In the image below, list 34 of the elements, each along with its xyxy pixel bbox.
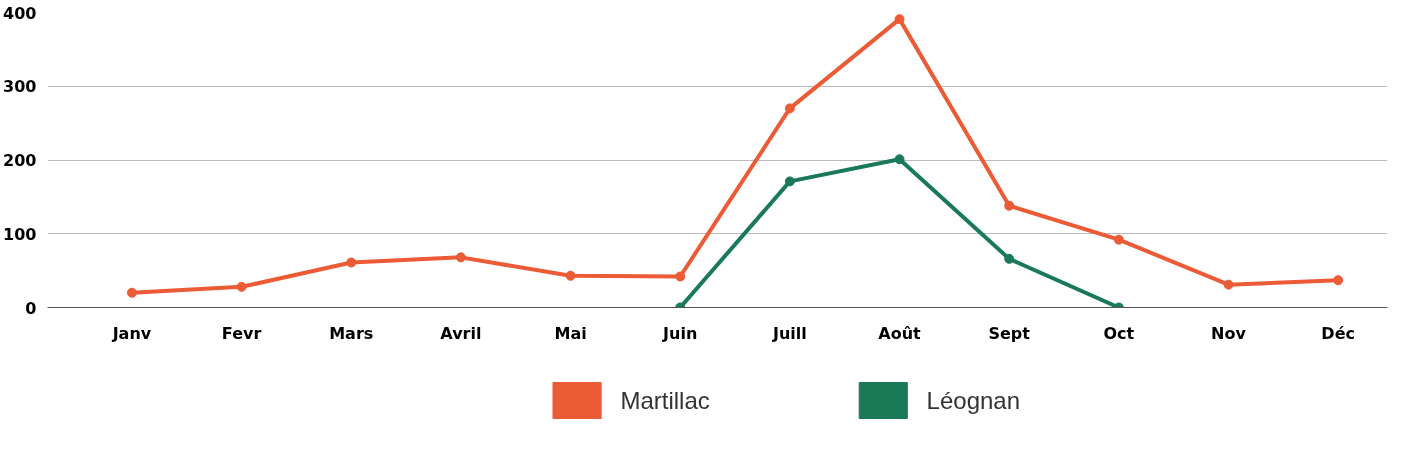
y-tick-label: 0 [25, 298, 37, 318]
legend-label: Léognan [926, 387, 1021, 414]
x-tick-label: Juin [662, 323, 698, 343]
x-tick-label: Mai [554, 323, 587, 343]
point [675, 271, 686, 282]
point [784, 103, 795, 114]
y-tick-label: 100 [3, 224, 37, 244]
point [894, 14, 905, 25]
point [455, 252, 466, 263]
x-tick-label: Janv [111, 323, 152, 343]
x-tick-label: Oct [1103, 323, 1135, 343]
point [894, 154, 905, 165]
x-tick-label: Juill [771, 323, 807, 343]
point [126, 287, 137, 298]
x-tick-label: Mars [329, 323, 374, 343]
point [236, 281, 247, 292]
x-tick-label: Fevr [221, 323, 262, 343]
x-tick-label: Nov [1211, 323, 1247, 343]
y-tick-label: 400 [3, 3, 37, 23]
x-tick-label: Sept [988, 323, 1031, 343]
x-tick-label: Août [878, 323, 922, 343]
point [1113, 234, 1124, 245]
point [1004, 200, 1015, 211]
y-tick-label: 200 [3, 151, 37, 170]
point [1333, 275, 1344, 286]
point [784, 176, 795, 187]
legend-label: Martillac [620, 387, 710, 414]
point [1223, 279, 1234, 290]
point [565, 270, 576, 281]
point [346, 257, 357, 268]
x-tick-label: Avril [440, 323, 482, 343]
y-tick-label: 300 [3, 77, 37, 97]
x-tick-label: Déc [1321, 323, 1355, 343]
point [1004, 253, 1015, 264]
